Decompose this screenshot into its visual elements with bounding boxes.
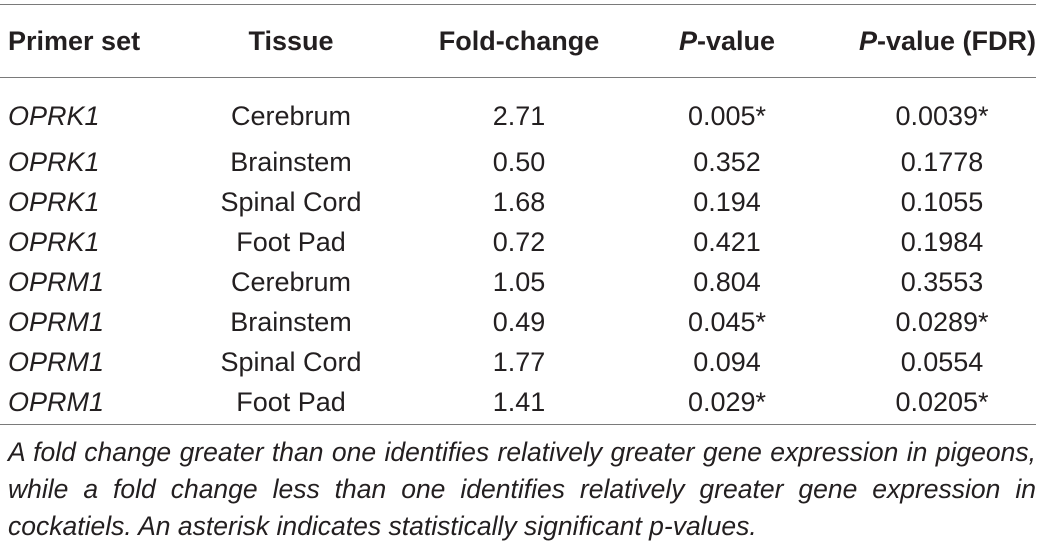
cell-p-value: 0.094 (693, 347, 761, 377)
cell-p-fdr: 0.0554 (900, 347, 984, 377)
cell-tissue: Cerebrum (230, 267, 352, 297)
cell-p-value: 0.005* (687, 101, 767, 131)
top-rule (0, 4, 1036, 5)
cell-p-value: 0.194 (693, 187, 761, 217)
cell-p-value: 0.029* (687, 387, 767, 417)
cell-fold-change: 0.49 (492, 307, 546, 337)
table-row: OPRK1 Brainstem 0.50 0.352 0.1778 (0, 142, 1036, 182)
header-p-value-fdr-rest: -value (FDR) (876, 25, 1036, 56)
cell-p-fdr: 0.3553 (900, 267, 984, 297)
header-p-value-fdr: P-value (FDR) (812, 0, 1036, 78)
cell-p-fdr: 0.1778 (900, 147, 984, 177)
cell-p-fdr: 0.1984 (900, 227, 984, 257)
cell-fold-change: 2.71 (492, 101, 546, 131)
table-row: OPRM1 Spinal Cord 1.77 0.094 0.0554 (0, 342, 1036, 382)
cell-primer: OPRK1 (8, 187, 100, 217)
cell-primer: OPRM1 (8, 267, 105, 297)
table-row: OPRM1 Brainstem 0.49 0.045* 0.0289* (0, 302, 1036, 342)
cell-fold-change: 0.50 (492, 147, 546, 177)
header-row: Primer set Tissue Fold-change P-value P-… (0, 0, 1036, 78)
cell-fold-change: 0.72 (492, 227, 546, 257)
table-row: OPRK1 Foot Pad 0.72 0.421 0.1984 (0, 222, 1036, 262)
cell-tissue: Brainstem (230, 307, 352, 337)
cell-primer: OPRM1 (8, 307, 105, 337)
table-header: Primer set Tissue Fold-change P-value P-… (0, 0, 1036, 78)
header-tissue: Tissue (248, 25, 334, 56)
cell-tissue: Cerebrum (230, 101, 352, 131)
results-table: Primer set Tissue Fold-change P-value P-… (0, 0, 1036, 422)
header-p-value: P-value (642, 0, 812, 78)
cell-primer: OPRM1 (8, 347, 105, 377)
cell-p-value: 0.804 (693, 267, 761, 297)
cell-tissue: Spinal Cord (220, 187, 362, 217)
cell-p-fdr: 0.0289* (895, 307, 989, 337)
cell-tissue: Foot Pad (236, 227, 346, 257)
table-row: OPRM1 Cerebrum 1.05 0.804 0.3553 (0, 262, 1036, 302)
cell-p-fdr: 0.1055 (900, 187, 984, 217)
cell-primer: OPRM1 (8, 387, 105, 417)
table-footnote: A fold change greater than one identifie… (8, 437, 1036, 541)
cell-fold-change: 1.05 (492, 267, 546, 297)
cell-tissue: Spinal Cord (220, 347, 362, 377)
cell-primer: OPRK1 (8, 227, 100, 257)
header-p-value-italic: P (678, 25, 697, 56)
table-row: OPRM1 Foot Pad 1.41 0.029* 0.0205* (0, 382, 1036, 422)
header-primer-set: Primer set (8, 25, 141, 56)
cell-fold-change: 1.41 (492, 387, 546, 417)
bottom-rule (0, 424, 1036, 425)
header-p-value-fdr-italic: P (858, 25, 877, 56)
header-fold-change: Fold-change (438, 25, 600, 56)
cell-fold-change: 1.68 (492, 187, 546, 217)
cell-tissue: Foot Pad (236, 387, 346, 417)
cell-tissue: Brainstem (230, 147, 352, 177)
cell-p-value: 0.045* (687, 307, 767, 337)
cell-primer: OPRK1 (8, 147, 100, 177)
header-rule (0, 77, 1036, 78)
cell-primer: OPRK1 (8, 101, 100, 131)
cell-p-fdr: 0.0205* (895, 387, 989, 417)
table-row: OPRK1 Cerebrum 2.71 0.005* 0.0039* (0, 78, 1036, 142)
table-row: OPRK1 Spinal Cord 1.68 0.194 0.1055 (0, 182, 1036, 222)
cell-p-value: 0.421 (693, 227, 761, 257)
header-p-value-rest: -value (696, 25, 776, 56)
cell-p-value: 0.352 (693, 147, 761, 177)
cell-p-fdr: 0.0039* (895, 101, 989, 131)
table-body: OPRK1 Cerebrum 2.71 0.005* 0.0039* OPRK1… (0, 78, 1036, 422)
cell-fold-change: 1.77 (492, 347, 546, 377)
